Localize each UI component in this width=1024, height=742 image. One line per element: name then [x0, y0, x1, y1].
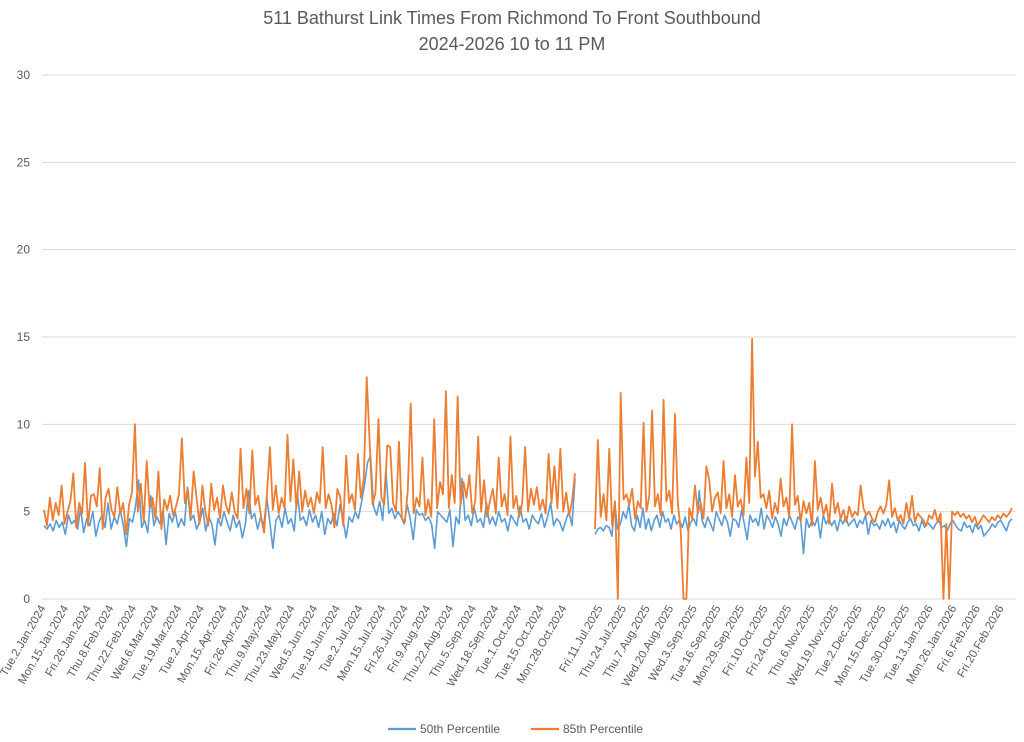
- y-tick-label: 30: [17, 68, 31, 82]
- y-tick-label: 0: [23, 592, 30, 606]
- gridlines: [42, 74, 1016, 600]
- y-tick-label: 20: [17, 243, 31, 257]
- chart-title-line-1: 511 Bathurst Link Times From Richmond To…: [263, 8, 761, 28]
- legend-label-50th: 50th Percentile: [420, 722, 500, 736]
- y-tick-label: 5: [23, 505, 30, 519]
- series-line-50th-segment-2: [594, 489, 1013, 555]
- series-line-85th-segment-1: [43, 376, 576, 536]
- series-lines: [43, 337, 1013, 600]
- legend-label-85th: 85th Percentile: [563, 722, 643, 736]
- y-tick-label: 25: [17, 155, 31, 169]
- y-tick-label: 15: [17, 330, 31, 344]
- y-tick-label: 10: [17, 417, 31, 431]
- chart-title-line-2: 2024-2026 10 to 11 PM: [419, 34, 606, 54]
- legend: 50th Percentile 85th Percentile: [388, 722, 643, 736]
- x-axis-ticks: Tue.2.Jan.2024Mon.15.Jan.2024Fri.26.Jan.…: [0, 603, 1007, 689]
- y-axis-ticks: 0 5 10 15 20 25 30: [17, 68, 31, 606]
- series-line-85th-segment-2: [594, 337, 1013, 600]
